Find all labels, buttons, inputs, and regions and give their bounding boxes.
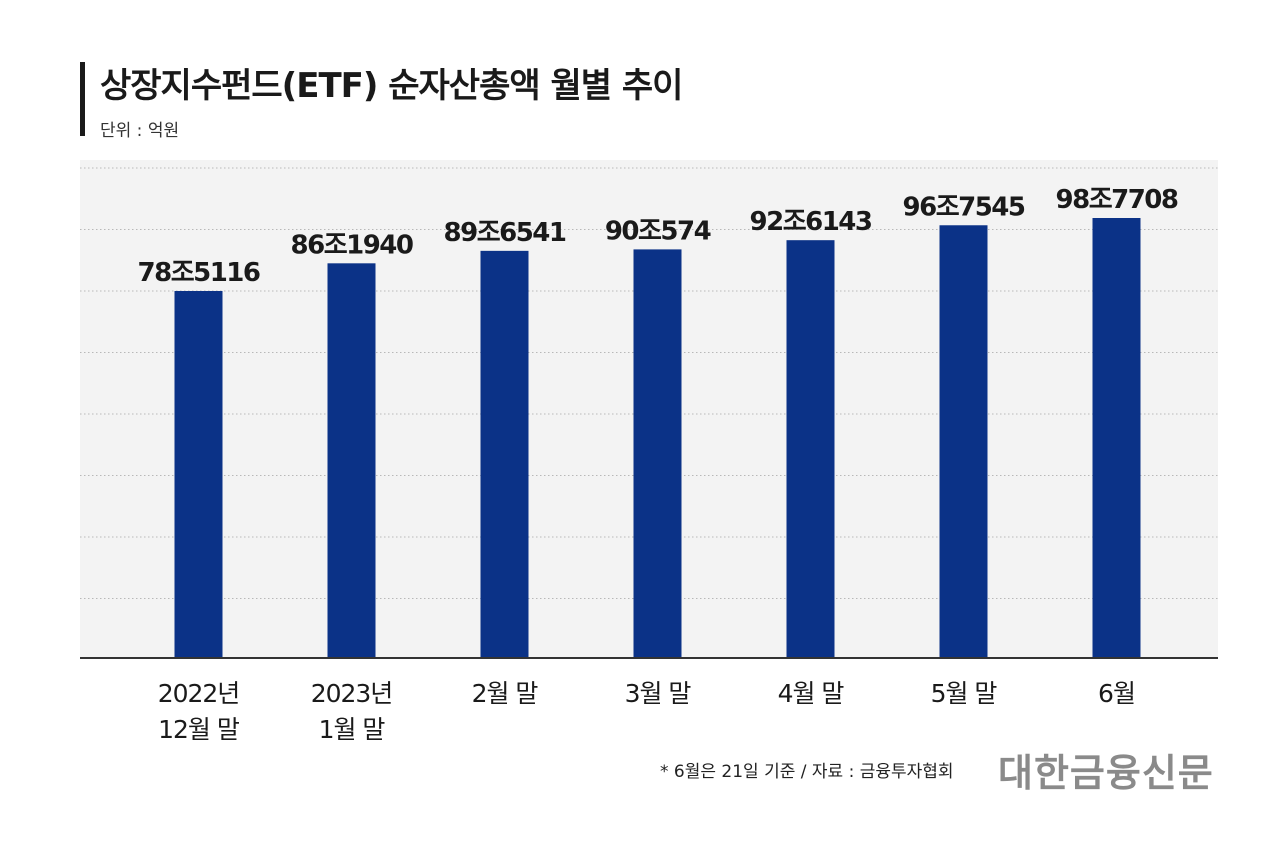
bar <box>633 249 682 658</box>
category-label: 2022년 <box>158 679 240 708</box>
data-label: 78조5116 <box>138 258 260 288</box>
category-label: 2월 말 <box>472 679 539 708</box>
title-accent-bar <box>80 62 85 136</box>
category-label: 5월 말 <box>931 679 998 708</box>
category-label: 12월 말 <box>158 715 240 744</box>
data-label: 86조1940 <box>291 230 413 260</box>
data-label: 89조6541 <box>444 218 566 248</box>
bar <box>1092 218 1141 658</box>
chart-title: 상장지수펀드(ETF) 순자산총액 월별 추이 <box>100 66 683 106</box>
data-label: 92조6143 <box>750 207 872 237</box>
bar <box>480 250 529 658</box>
category-label: 3월 말 <box>625 679 692 708</box>
publisher-logo: 대한금융신문 <box>998 751 1214 795</box>
bar <box>327 263 376 658</box>
bar <box>786 240 835 659</box>
category-label: 4월 말 <box>778 679 845 708</box>
category-label: 6월 <box>1098 679 1135 708</box>
bar <box>939 225 988 659</box>
unit-label: 단위 : 억원 <box>100 121 180 141</box>
footnote: * 6월은 21일 기준 / 자료 : 금융투자협회 <box>660 762 954 782</box>
bar <box>174 291 223 658</box>
data-label: 98조7708 <box>1056 185 1178 215</box>
category-label: 1월 말 <box>319 715 386 744</box>
category-label: 2023년 <box>311 679 393 708</box>
data-label: 96조7545 <box>903 192 1025 222</box>
data-label: 90조574 <box>605 216 711 246</box>
